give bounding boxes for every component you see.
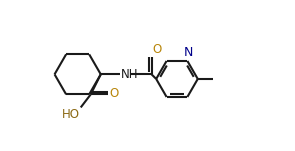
Text: NH: NH <box>120 68 138 81</box>
Text: O: O <box>152 43 162 56</box>
Text: HO: HO <box>62 108 80 121</box>
Text: O: O <box>109 87 119 100</box>
Text: N: N <box>183 46 193 59</box>
